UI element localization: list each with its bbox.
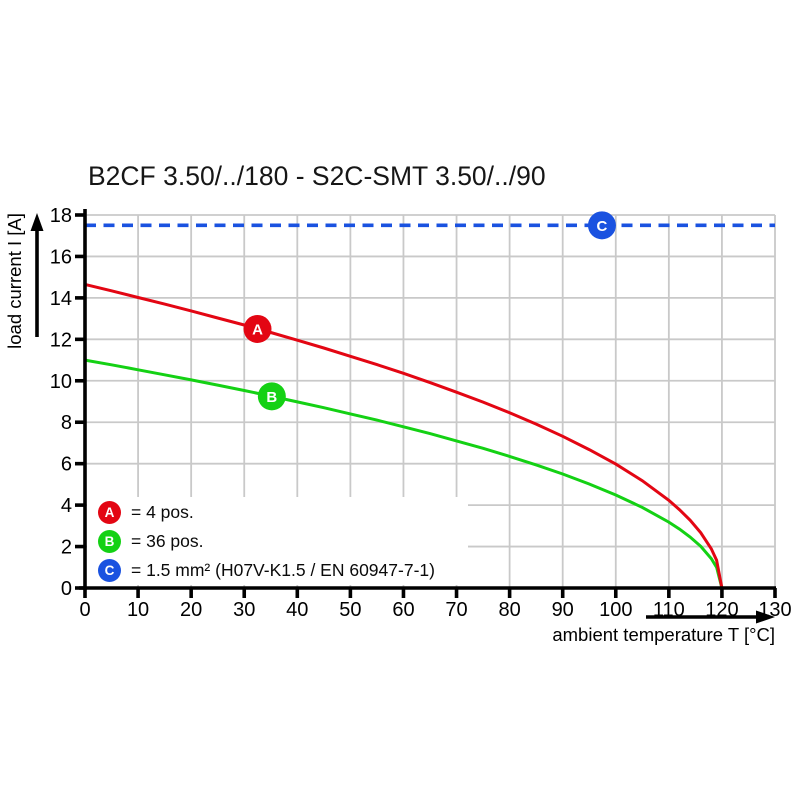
x-tick-label: 60 (392, 599, 414, 621)
chart-title: B2CF 3.50/../180 - S2C-SMT 3.50/../90 (88, 161, 546, 191)
y-tick-label: 6 (61, 454, 72, 476)
x-axis-title: ambient temperature T [°C] (552, 624, 775, 645)
y-axis-arrow-icon (30, 213, 44, 231)
x-tick-label: 50 (339, 599, 361, 621)
y-tick-label: 16 (50, 246, 72, 268)
y-tick-label: 12 (50, 329, 72, 351)
marker-b-letter: B (266, 389, 277, 406)
x-tick-label: 40 (286, 599, 308, 621)
marker-b (257, 382, 286, 411)
legend: A = 4 pos. B = 36 pos. C = 1.5 mm² (H07V… (87, 497, 468, 585)
x-tick-label: 90 (552, 599, 574, 621)
x-axis-arrow-icon (756, 610, 775, 624)
y-axis-title: load current I [A] (4, 213, 25, 349)
legend-item-c: C = 1.5 mm² (H07V-K1.5 / EN 60947-7-1) (87, 558, 468, 583)
legend-marker-b-icon: B (98, 529, 121, 553)
marker-a-letter: A (252, 321, 263, 338)
legend-label-b: = 36 pos. (131, 530, 204, 551)
y-tick-label: 2 (61, 537, 72, 559)
x-tick-label: 30 (233, 599, 255, 621)
marker-c (587, 211, 616, 240)
legend-label-a: = 4 pos. (131, 501, 194, 522)
y-tick-label: 0 (61, 578, 72, 600)
x-tick-label: 0 (79, 599, 90, 621)
x-tick-label: 80 (498, 599, 520, 621)
x-tick-label: 10 (127, 599, 149, 621)
y-tick-label: 8 (61, 412, 72, 434)
curve-a (83, 282, 724, 590)
legend-item-b: B = 36 pos. (87, 529, 468, 554)
y-tick-label: 14 (50, 288, 72, 310)
marker-c-letter: C (597, 218, 608, 235)
curve-b (83, 358, 724, 590)
y-tick-label: 4 (61, 495, 72, 517)
legend-marker-c-icon: C (98, 558, 121, 582)
y-tick-label: 10 (50, 371, 72, 393)
x-tick-label: 20 (180, 599, 202, 621)
y-tick-label: 18 (50, 205, 72, 227)
legend-marker-a-icon: A (98, 500, 121, 524)
legend-item-a: A = 4 pos. (87, 500, 468, 525)
legend-label-c: = 1.5 mm² (H07V-K1.5 / EN 60947-7-1) (131, 559, 435, 580)
marker-a (243, 314, 272, 343)
x-tick-label: 70 (445, 599, 467, 621)
x-tick-label: 100 (599, 599, 632, 621)
